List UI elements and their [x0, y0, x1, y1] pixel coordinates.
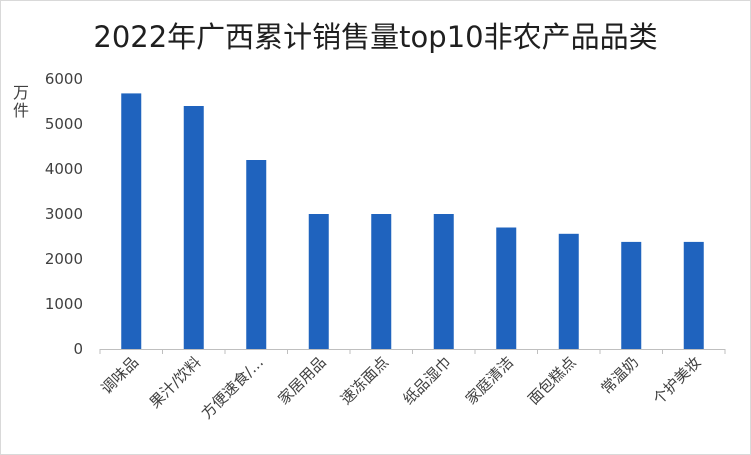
- x-tick-label: 果汁/饮料: [146, 353, 205, 412]
- y-tick-label: 3000: [45, 205, 83, 223]
- bar: [308, 214, 329, 349]
- bar: [371, 214, 392, 349]
- y-axis-label: 万件: [12, 83, 29, 120]
- y-tick-label: 0: [73, 340, 83, 358]
- bar: [621, 241, 642, 349]
- y-tick-label: 6000: [45, 70, 83, 88]
- bar: [433, 214, 454, 349]
- x-tick-label: 方便速食/…: [198, 353, 267, 422]
- y-tick-label: 4000: [45, 160, 83, 178]
- bar: [121, 93, 142, 350]
- y-tick-label: 1000: [45, 295, 83, 313]
- y-tick-label: 2000: [45, 250, 83, 268]
- bar: [496, 227, 517, 349]
- chart-title: 2022年广西累计销售量top10非农产品品类: [93, 20, 658, 54]
- x-tick-label: 调味品: [98, 353, 143, 398]
- x-tick-label: 常温奶: [598, 353, 643, 398]
- bar: [183, 106, 204, 349]
- bar: [558, 233, 579, 349]
- x-tick-label: 面包糕点: [524, 353, 579, 408]
- x-tick-label: 速冻面点: [337, 353, 392, 408]
- x-tick-label: 家居用品: [274, 353, 329, 408]
- x-tick-label: 家庭清洁: [462, 353, 517, 408]
- x-tick-label: 纸品湿巾: [399, 353, 454, 408]
- bar: [683, 241, 704, 349]
- bar: [246, 160, 267, 349]
- x-tick-label: 个护美妆: [649, 353, 704, 408]
- y-tick-label: 5000: [45, 115, 83, 133]
